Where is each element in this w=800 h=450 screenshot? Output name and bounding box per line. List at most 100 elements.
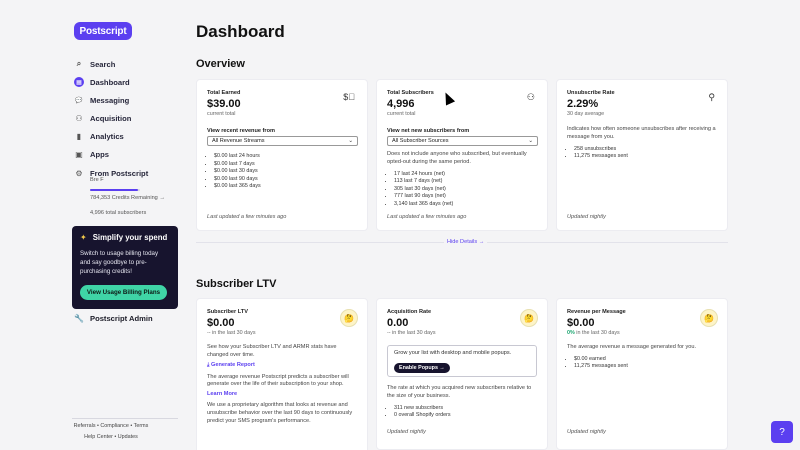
learn-more-link[interactable]: Learn More: [207, 391, 238, 398]
card-subtitle: 30 day average: [567, 111, 605, 117]
list-item: 11,275 messages sent: [574, 153, 717, 161]
revenue-stats-list: $0.00 earned 11,275 messages sent: [567, 356, 717, 371]
main-content: Dashboard Overview Total Earned $39.00 c…: [188, 0, 800, 450]
users-icon: ⚇: [526, 92, 535, 102]
card-description: Does not include anyone who subscribed, …: [387, 151, 527, 165]
overview-title: Overview: [196, 58, 245, 70]
sidebar-item-acquisition[interactable]: ⚇ Acquisition: [74, 110, 180, 128]
gear-icon: ⚙: [75, 168, 83, 178]
chevron-down-icon: ⌄: [528, 138, 533, 144]
card-description: The average revenue a message generated …: [567, 344, 697, 350]
popups-promo-box: Grow your list with desktop and mobile p…: [387, 345, 537, 377]
card-description: Indicates how often someone unsubscribes…: [567, 126, 716, 140]
sidebar-item-label: From Postscript: [90, 168, 149, 178]
list-item: $0.00 last 30 days: [214, 168, 357, 176]
subscriber-sources-select[interactable]: All Subscriber Sources ⌄: [387, 136, 538, 146]
sidebar-item-label: Analytics: [90, 132, 124, 142]
list-item: 305 last 30 days (net): [394, 186, 537, 194]
card-value: 0.00: [387, 317, 409, 329]
card-subtitle: current total: [207, 111, 236, 117]
card-title: Unsubscribe Rate: [567, 90, 615, 96]
card-value: 4,996: [387, 98, 415, 110]
card-value: $0.00: [567, 317, 595, 329]
card-subtitle-text: in the last 30 days: [574, 330, 620, 336]
popups-promo-text: Grow your list with desktop and mobile p…: [394, 350, 512, 356]
sidebar-item-from-postscript[interactable]: ⚙ From Postscript: [74, 164, 180, 182]
generate-report-link[interactable]: ⤓ Generate Report: [207, 362, 357, 369]
account-name: Bre F: [90, 177, 104, 183]
view-usage-billing-button[interactable]: View Usage Billing Plans: [80, 285, 167, 300]
card-title: Subscriber LTV: [207, 309, 248, 315]
hide-details-link[interactable]: Hide Details →: [444, 239, 488, 245]
card-subtitle: -- in the last 30 days: [387, 330, 537, 336]
total-earned-card: Total Earned $39.00 current total $⃝ Vie…: [196, 79, 368, 231]
list-item: $0.00 earned: [574, 356, 717, 364]
list-item: 777 last 90 days (net): [394, 193, 537, 201]
card-title: Total Subscribers: [387, 90, 434, 96]
subscriber-ltv-card: Subscriber LTV $0.00 -- in the last 30 d…: [196, 298, 368, 450]
chat-icon: 💬: [75, 97, 83, 104]
subscriber-ltv-title: Subscriber LTV: [196, 278, 277, 290]
user-add-icon: ⚇: [75, 114, 83, 124]
bar-chart-icon: ▮: [76, 132, 82, 142]
list-item: 17 last 24 hours (net): [394, 171, 537, 179]
list-item: 113 last 7 days (net): [394, 178, 537, 186]
card-value: $0.00: [207, 317, 235, 329]
sidebar-item-apps[interactable]: ▣ Apps: [74, 146, 180, 164]
revenue-stats-list: $0.00 last 24 hours $0.00 last 7 days $0…: [207, 153, 357, 191]
card-subtitle-text: in the last 30 days: [392, 330, 436, 336]
last-updated-text: Updated nightly: [567, 214, 606, 220]
footer-links-2[interactable]: Help Center • Updates: [84, 434, 138, 440]
select-value: All Revenue Streams: [212, 138, 265, 144]
card-subtitle: current total: [387, 111, 416, 117]
unsubscribe-rate-card: Unsubscribe Rate 2.29% 30 day average ⚲ …: [556, 79, 728, 231]
sidebar-item-label: Messaging: [90, 95, 130, 105]
sparkle-icon: ✦: [80, 233, 87, 242]
sidebar-item-postscript-admin[interactable]: 🔧 Postscript Admin: [74, 314, 153, 323]
acquisition-rate-card: Acquisition Rate 0.00 -- in the last 30 …: [376, 298, 548, 450]
list-item: $0.00 last 365 days: [214, 183, 357, 191]
dollar-icon: $⃝: [343, 92, 355, 102]
credits-remaining-link[interactable]: 784,353 Credits Remaining →: [90, 195, 165, 201]
card-description: The rate at which you acquired new subsc…: [387, 385, 532, 399]
card-subtitle: 0% in the last 30 days: [567, 330, 717, 336]
postscript-logo[interactable]: Postscript: [74, 22, 132, 40]
card-title: Total Earned: [207, 90, 241, 96]
sidebar-item-label: Acquisition: [90, 114, 132, 124]
revenue-per-message-card: Revenue per Message $0.00 0% in the last…: [556, 298, 728, 450]
card-description-3: We use a proprietary algorithm that look…: [207, 402, 353, 424]
footer-links-1[interactable]: Referrals • Compliance • Terms: [73, 423, 149, 429]
list-item: 3,140 last 365 days (net): [394, 201, 537, 209]
revenue-streams-select[interactable]: All Revenue Streams ⌄: [207, 136, 358, 146]
user-minus-icon: ⚲: [708, 92, 715, 102]
promo-title-text: Simplify your spend: [92, 233, 168, 242]
wrench-icon: 🔧: [74, 314, 84, 323]
sidebar-item-label: Search: [90, 59, 116, 69]
enable-popups-button[interactable]: Enable Popups →: [394, 363, 450, 373]
chevron-down-icon: ⌄: [348, 138, 353, 144]
question-icon: ?: [779, 426, 785, 438]
acquisition-stats-list: 311 new subscribers 0 overall Shopify or…: [387, 405, 537, 420]
sidebar-divider: [72, 418, 178, 419]
list-item: $0.00 last 90 days: [214, 176, 357, 184]
sidebar-item-label: Apps: [90, 150, 109, 160]
sidebar-item-messaging[interactable]: 💬 Messaging: [74, 91, 180, 109]
help-button[interactable]: ?: [771, 421, 793, 443]
emoji-icon: 🤔: [700, 309, 718, 327]
emoji-icon: 🤔: [340, 309, 358, 327]
sidebar-nav: ⌕ Search ▦ Dashboard 💬 Messaging ⚇ Acquisiti…: [74, 55, 180, 182]
apps-icon: ▣: [75, 150, 83, 160]
sidebar-item-search[interactable]: ⌕ Search: [74, 55, 180, 73]
unsubscribe-stats-list: 258 unsubscribes 11,275 messages sent: [567, 146, 717, 161]
select-value: All Subscriber Sources: [392, 138, 449, 144]
sidebar-item-analytics[interactable]: ▮ Analytics: [74, 128, 180, 146]
card-title: Acquisition Rate: [387, 309, 432, 315]
percent-change: 0%: [567, 330, 575, 336]
list-item: 258 unsubscribes: [574, 146, 717, 154]
revenue-filter-label: View recent revenue from: [207, 128, 275, 134]
list-item: 311 new subscribers: [394, 405, 537, 413]
sidebar-item-dashboard[interactable]: ▦ Dashboard: [74, 73, 180, 91]
last-updated-text: Last updated a few minutes ago: [387, 214, 467, 220]
card-subtitle-dash: --: [387, 330, 393, 336]
credits-progress-fill: [90, 189, 138, 191]
